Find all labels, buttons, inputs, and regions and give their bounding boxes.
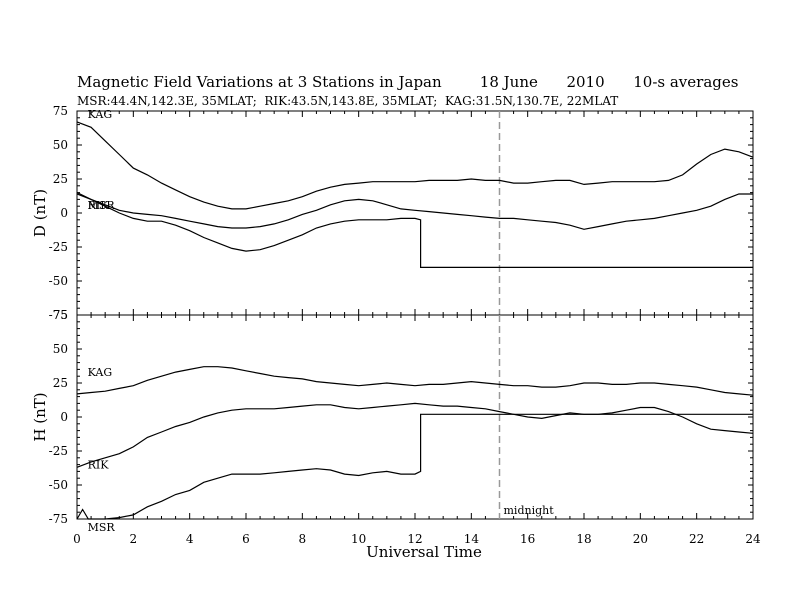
panel-frame	[76, 314, 754, 520]
x-tick-label: 18	[576, 532, 591, 546]
y-tick-label: 0	[60, 206, 68, 220]
x-tick-label: 2	[130, 532, 138, 546]
series-rik	[76, 192, 753, 268]
y-tick-label: -25	[49, 240, 68, 254]
panel-frame	[76, 110, 754, 316]
x-tick-label: 4	[186, 532, 194, 546]
x-tick-label: 0	[73, 532, 81, 546]
x-tick-label: 6	[242, 532, 250, 546]
series-kag	[76, 121, 754, 210]
x-axis-label: Universal Time	[366, 543, 482, 561]
y-tick-label: 75	[53, 308, 68, 322]
series-label-kag: KAG	[88, 366, 113, 379]
x-tick-label: 24	[745, 532, 761, 546]
series-msr	[76, 413, 753, 520]
y-tick-label: 0	[60, 410, 68, 424]
y-tick-label: -50	[49, 274, 68, 288]
y-tick-label: -75	[49, 512, 68, 526]
series-rik	[76, 402, 754, 468]
series-label-kag: KAG	[88, 108, 113, 121]
y-axis-label: D (nT)	[31, 189, 49, 237]
series-msr	[76, 193, 753, 230]
series-label-rik: RIK	[88, 199, 110, 212]
series-label-rik: RIK	[88, 459, 110, 472]
x-tick-label: 20	[633, 532, 648, 546]
y-tick-label: 50	[53, 342, 68, 356]
x-tick-label: 12	[407, 532, 422, 546]
y-axis-label: H (nT)	[31, 392, 49, 441]
y-tick-label: -50	[49, 478, 68, 492]
y-tick-label: -25	[49, 444, 68, 458]
x-tick-label: 22	[689, 532, 704, 546]
y-tick-label: 75	[53, 104, 68, 118]
x-tick-label: 16	[520, 532, 535, 546]
chart-subtitle: MSR:44.4N,142.3E, 35MLAT; RIK:43.5N,143.…	[77, 94, 619, 108]
x-tick-label: 8	[299, 532, 307, 546]
y-tick-label: 25	[53, 376, 68, 390]
y-tick-label: 50	[53, 138, 68, 152]
midnight-label: midnight	[504, 504, 555, 517]
panel-1: 75 50 25 0 -25 -50 -75 H (nT) KAG RIK MSR midnight	[31, 308, 754, 534]
chart-title: Magnetic Field Variations at 3 Stations …	[77, 73, 739, 91]
y-tick-label: -75	[49, 308, 68, 322]
series-label-msr: MSR	[88, 521, 116, 534]
y-tick-label: 25	[53, 172, 68, 186]
x-tick-label: 14	[464, 532, 480, 546]
series-kag	[76, 366, 754, 396]
x-tick-label: 10	[351, 532, 366, 546]
series-label-msr: MSR	[88, 199, 116, 212]
